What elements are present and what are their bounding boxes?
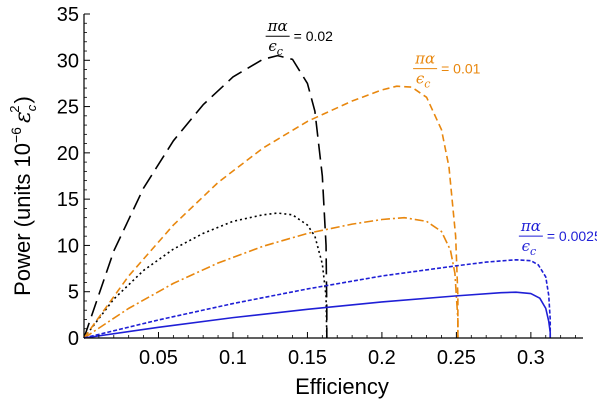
series-line xyxy=(83,212,328,339)
annotation-denominator-symbol: ϵ xyxy=(268,37,277,55)
y-axis-title-close: ) xyxy=(10,96,35,103)
annotation-numerator: πα xyxy=(267,17,288,35)
series-annotation: πα ϵc = 0.01 xyxy=(413,50,481,91)
series-line xyxy=(83,54,328,339)
series-line xyxy=(83,85,459,339)
series-annotation: πα ϵc = 0.0025 xyxy=(518,217,597,258)
annotation-value: = 0.02 xyxy=(294,28,334,44)
y-tick-label: 5 xyxy=(68,282,79,304)
annotation-denominator-sub: c xyxy=(424,78,430,91)
annotation-denominator-sub: c xyxy=(530,245,536,258)
annotation-numerator: πα xyxy=(520,217,541,235)
series-line xyxy=(83,258,552,339)
annotation-value: = 0.0025 xyxy=(547,228,597,244)
annotation-denominator: ϵc xyxy=(268,37,283,58)
y-tick-label: 10 xyxy=(57,235,79,257)
series-line xyxy=(83,216,459,339)
series-annotation: πα ϵc = 0.02 xyxy=(265,17,334,58)
series-line xyxy=(83,291,552,339)
y-axis-title-var-sup: 2 xyxy=(7,105,22,112)
y-tick-label: 25 xyxy=(57,97,79,119)
x-tick-label: 0.2 xyxy=(368,347,396,369)
y-tick-label: 30 xyxy=(57,50,79,72)
y-axis-title-exp: −6 xyxy=(8,127,24,143)
annotation-value: = 0.01 xyxy=(441,61,481,77)
axes-layer xyxy=(83,14,583,339)
series-layer xyxy=(83,54,552,339)
x-tick-label: 0.25 xyxy=(437,347,476,369)
y-ticks: 0 5 10 15 20 25 30 35 xyxy=(57,4,90,350)
x-tick-label: 0.3 xyxy=(517,347,545,369)
annotation-denominator: ϵc xyxy=(522,237,537,258)
y-tick-label: 20 xyxy=(57,143,79,165)
x-ticks: 0.05 0.1 0.15 0.2 0.25 0.3 xyxy=(98,332,576,369)
x-axis-title: Efficiency xyxy=(295,374,389,399)
svg-text:Power (units 10−6εc2): Power (units 10−6 εc2) xyxy=(7,96,39,296)
annotation-denominator-symbol: ϵ xyxy=(416,70,425,88)
x-tick-label: 0.1 xyxy=(219,347,247,369)
y-axis-title-main: Power (units 10 xyxy=(10,143,35,296)
annotation-denominator-symbol: ϵ xyxy=(522,237,531,255)
annotation-denominator-sub: c xyxy=(277,45,283,58)
annotation-denominator: ϵc xyxy=(416,70,431,91)
x-tick-label: 0.15 xyxy=(288,347,327,369)
y-tick-label: 0 xyxy=(68,328,79,350)
annotation-numerator: πα xyxy=(414,50,435,68)
y-tick-label: 35 xyxy=(57,4,79,26)
y-axis-title-var: ε xyxy=(11,111,36,123)
x-tick-label: 0.05 xyxy=(139,347,178,369)
y-axis-title-var-sub: c xyxy=(24,104,39,111)
y-tick-label: 15 xyxy=(57,189,79,211)
y-axis-title: Power (units 10−6 εc2) xyxy=(7,96,39,296)
